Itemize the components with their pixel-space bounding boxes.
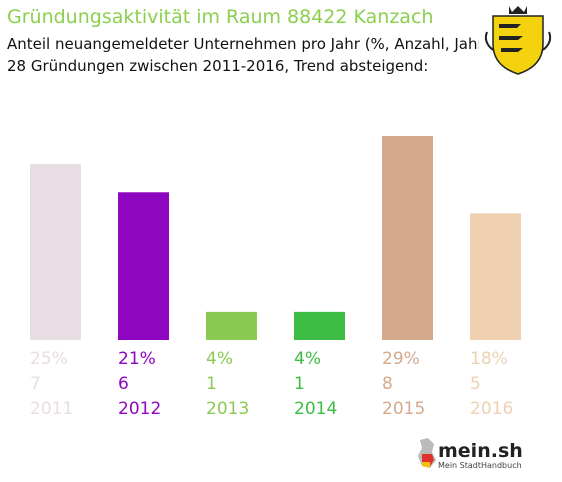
year-label-2015: 2015 xyxy=(382,399,425,419)
year-label-2012: 2012 xyxy=(118,399,161,419)
count-label-2016: 5 xyxy=(470,374,481,394)
logo-tagline: Mein StadtHandbuch xyxy=(438,461,522,470)
germany-map-icon xyxy=(414,434,526,476)
value-label-2015: 29% xyxy=(382,349,420,369)
year-label-2016: 2016 xyxy=(470,399,513,419)
bar-2014 xyxy=(294,311,345,340)
logo-name[interactable]: mein.sh xyxy=(438,440,523,462)
bar-2015 xyxy=(382,136,433,340)
bar-2012 xyxy=(118,192,169,340)
chart-title: Gründungsaktivität im Raum 88422 Kanzach xyxy=(7,6,434,28)
count-label-2012: 6 xyxy=(118,374,129,394)
count-label-2013: 1 xyxy=(206,374,217,394)
year-label-2014: 2014 xyxy=(294,399,337,419)
count-label-2014: 1 xyxy=(294,374,305,394)
value-label-2016: 18% xyxy=(470,349,508,369)
bar-2016 xyxy=(470,213,521,340)
bar-2013 xyxy=(206,311,257,340)
year-label-2011: 2011 xyxy=(30,399,73,419)
count-label-2011: 7 xyxy=(30,374,41,394)
year-label-2013: 2013 xyxy=(206,399,249,419)
bar-2011 xyxy=(30,164,81,340)
chart-summary: 28 Gründungen zwischen 2011-2016, Trend … xyxy=(7,57,429,75)
count-label-2015: 8 xyxy=(382,374,393,394)
value-label-2014: 4% xyxy=(294,349,321,369)
value-label-2011: 25% xyxy=(30,349,68,369)
value-label-2012: 21% xyxy=(118,349,156,369)
value-label-2013: 4% xyxy=(206,349,233,369)
coat-of-arms-icon xyxy=(479,2,557,80)
chart-subtitle: Anteil neuangemeldeter Unternehmen pro J… xyxy=(7,35,490,53)
